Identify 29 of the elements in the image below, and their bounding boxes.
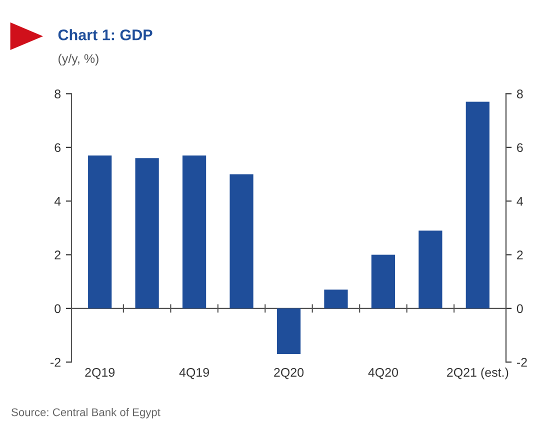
x-tick-label: 2Q21 (est.) — [447, 368, 508, 380]
bar — [135, 158, 159, 308]
y-tick-label: 6 — [54, 143, 61, 152]
bar — [371, 254, 396, 308]
bar — [324, 290, 348, 308]
x-tick-label: 4Q20 — [368, 368, 398, 380]
bar — [276, 308, 301, 354]
y2-tick-label: 6 — [517, 143, 523, 152]
y2-tick-label: 0 — [516, 304, 523, 314]
y-tick-label: 2 — [54, 250, 60, 260]
y2-tick-label: 2 — [517, 250, 523, 260]
y-tick-label: 0 — [54, 304, 61, 314]
bar — [418, 230, 442, 308]
source-note: Source: Central Bank of Egypt — [12, 408, 160, 418]
bar — [230, 174, 254, 308]
y-tick-label: 4 — [54, 197, 61, 206]
bar — [88, 155, 112, 308]
x-tick-label: 4Q19 — [179, 368, 209, 380]
y-tick-label: -2 — [50, 358, 60, 367]
y2-tick-label: 4 — [516, 197, 524, 206]
chart-title: Chart 1: GDP — [58, 29, 152, 40]
y2-tick-label: -2 — [516, 358, 527, 367]
bar — [182, 155, 206, 308]
x-tick-label: 2Q19 — [85, 368, 115, 380]
x-tick-label: 2Q20 — [274, 368, 304, 380]
bar — [466, 102, 490, 308]
chart-subtitle: (y/y, %) — [58, 54, 98, 66]
y2-tick-label: 8 — [516, 90, 523, 98]
y-tick-label: 8 — [54, 90, 61, 98]
